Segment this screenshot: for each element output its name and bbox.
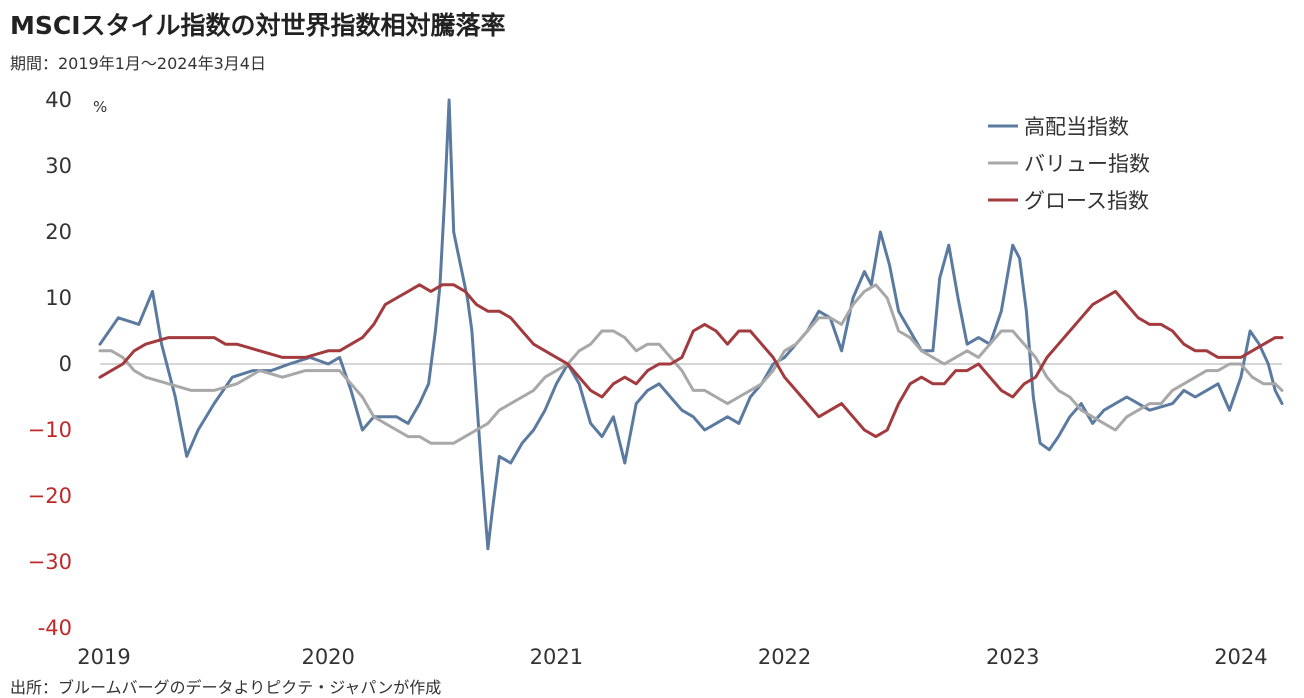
y-tick-label: -40 — [38, 616, 72, 640]
y-tick-label: 30 — [45, 154, 72, 178]
x-tick-label: 2020 — [301, 645, 354, 669]
y-tick-label: 20 — [45, 220, 72, 244]
y-axis-ticks: 40 30 20 10 0 −10 −20 −30 -40 — [28, 88, 72, 640]
y-tick-label: 10 — [45, 286, 72, 310]
y-tick-label: 0 — [59, 352, 72, 376]
series-line-1 — [98, 98, 1284, 551]
legend-label: バリュー指数 — [1024, 152, 1150, 176]
legend-label: 高配当指数 — [1024, 115, 1129, 139]
x-tick-label: 2024 — [1214, 645, 1267, 669]
series-lines — [98, 98, 1284, 551]
legend-label: グロース指数 — [1024, 189, 1149, 213]
y-tick-label: −10 — [28, 418, 72, 442]
series-line-2 — [98, 283, 1284, 445]
y-axis-unit: % — [93, 98, 107, 116]
series-line-3 — [98, 283, 1284, 439]
y-tick-label: 40 — [45, 88, 72, 112]
y-tick-label: −20 — [28, 484, 72, 508]
y-tick-label: −30 — [28, 550, 72, 574]
x-axis-ticks: 2019 2020 2021 2022 2023 2024 — [77, 645, 1267, 669]
x-tick-label: 2022 — [758, 645, 811, 669]
chart-title: MSCIスタイル指数の対世界指数相対騰落率 — [10, 11, 506, 40]
x-tick-label: 2023 — [986, 645, 1039, 669]
x-tick-label: 2019 — [77, 645, 130, 669]
source-note: 出所：ブルームバーグのデータよりピクテ・ジャパンが作成 — [10, 678, 442, 697]
x-tick-label: 2021 — [530, 645, 583, 669]
period-label: 期間：2019年1月～2024年3月4日 — [10, 54, 266, 73]
